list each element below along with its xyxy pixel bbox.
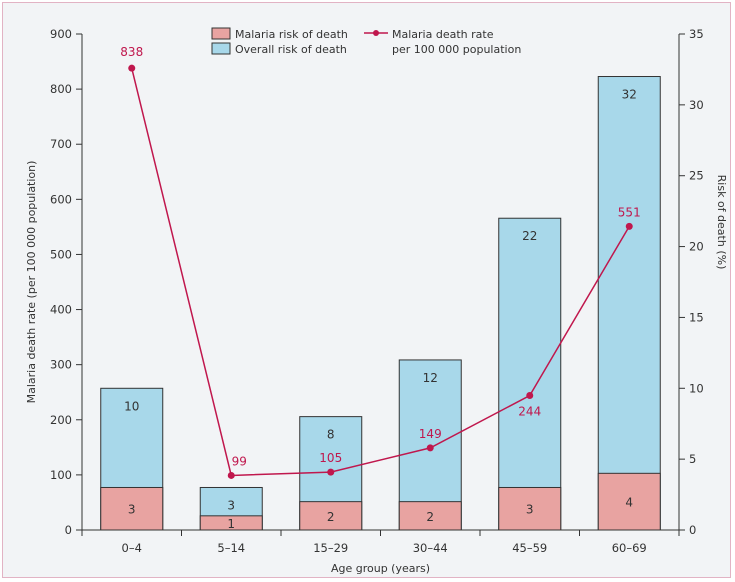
right-tick-label: 5 [689,452,696,466]
right-axis-title: Risk of death (%) [715,175,728,270]
legend-swatch-malaria-risk [211,27,231,40]
right-tick-label: 20 [689,240,704,254]
left-tick-label: 800 [50,82,72,96]
malaria-risk-bar [597,472,661,531]
death-rate-label: 105 [319,451,342,465]
left-tick-label: 500 [50,247,72,261]
legend-label-death-rate: Malaria death rate per 100 000 population [392,28,521,56]
death-rate-label: 551 [618,205,641,219]
right-tick-label: 10 [689,381,704,395]
overall-risk-label: 22 [522,229,537,243]
right-tick-label: 0 [689,523,696,537]
legend-label-malaria-risk: Malaria risk of death [235,28,348,41]
overall-risk-label: 8 [327,428,335,442]
left-tick-label: 400 [50,303,72,317]
right-tick-label: 15 [689,310,704,324]
malaria-risk-label: 3 [128,503,136,517]
overall-risk-label: 10 [124,399,139,413]
right-tick-label: 35 [689,27,704,41]
x-tick-label: 45–59 [512,541,547,555]
left-tick-label: 200 [50,413,72,427]
death-rate-label: 244 [518,405,541,419]
malaria-risk-label: 3 [526,503,534,517]
x-tick-label: 5–14 [217,541,245,555]
overall-risk-label: 12 [423,371,438,385]
overall-risk-label: 3 [227,498,235,512]
left-tick-label: 300 [50,358,72,372]
death-rate-label: 149 [419,427,442,441]
x-tick-label: 30–44 [413,541,448,555]
x-tick-label: 60–69 [612,541,647,555]
overall-risk-label: 32 [622,88,637,102]
death-rate-label: 838 [120,45,143,59]
death-rate-point [227,471,235,479]
left-tick-label: 900 [50,27,72,41]
left-tick-label: 0 [65,523,72,537]
left-tick-label: 700 [50,137,72,151]
legend-marker-death-rate [373,30,379,36]
legend-swatch-overall-risk [211,42,231,55]
malaria-risk-bar [498,486,562,531]
x-axis-title: Age group (years) [331,562,430,575]
right-tick-label: 30 [689,98,704,112]
left-tick-label: 600 [50,192,72,206]
overall-risk-bar [597,76,661,531]
death-rate-point [625,222,633,230]
x-tick-label: 0–4 [122,541,142,555]
x-tick-label: 15–29 [313,541,348,555]
malaria-risk-label: 1 [227,517,235,531]
death-rate-point [327,468,335,476]
malaria-risk-bar [100,486,164,531]
malaria-risk-bar [398,501,462,531]
left-tick-label: 100 [50,468,72,482]
left-axis-title: Malaria death rate (per 100 000 populati… [25,161,38,404]
death-rate-point [526,392,534,400]
overall-risk-bar [498,217,562,531]
legend-label-overall-risk: Overall risk of death [235,43,347,56]
death-rate-line [131,67,630,477]
malaria-risk-label: 2 [327,510,335,524]
right-tick-label: 25 [689,169,704,183]
malaria-risk-label: 4 [625,496,633,510]
death-rate-point [128,64,136,72]
death-rate-label: 99 [232,454,247,468]
death-rate-point [426,444,434,452]
malaria-risk-label: 2 [426,510,434,524]
